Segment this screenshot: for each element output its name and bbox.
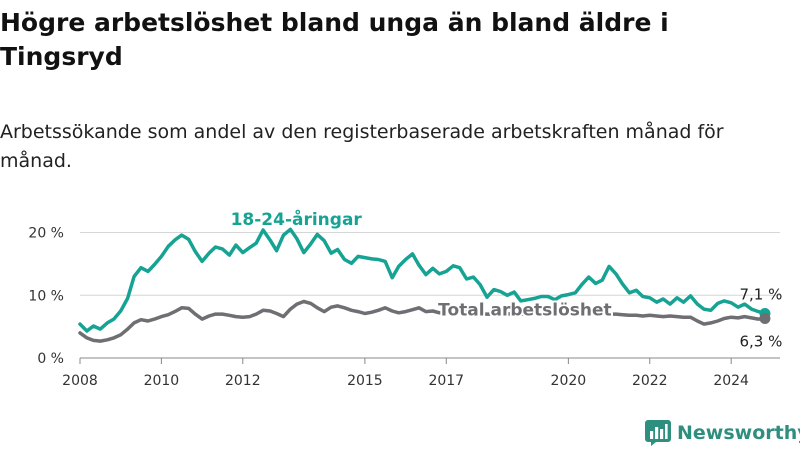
series-end-label-0: 7,1 % <box>739 285 782 303</box>
series-line-0 <box>78 227 767 333</box>
series-lines <box>78 227 771 343</box>
x-tick-label: 2012 <box>225 373 261 389</box>
axes: 0 % 10 % 20 % 2008 2010 2012 2015 2017 2020 2022 2… <box>28 226 780 389</box>
y-tick-label: 0 % <box>37 351 64 367</box>
series-end-label-1: 6,3 % <box>739 332 782 350</box>
chart-subtitle: Arbetssökande som andel av den registerb… <box>0 121 724 172</box>
series-annotation-0: 18-24-åringar <box>231 208 363 230</box>
series-line-1 <box>78 299 767 343</box>
chart-labels: 7,1 % 6,3 % 18-24-åringar Total arbetslöshe… <box>229 206 783 350</box>
series-end-point-1 <box>759 312 771 324</box>
x-tick-label: 2017 <box>428 373 464 389</box>
y-tick-label: 20 % <box>28 226 64 242</box>
chart-title: Högre arbetslöshet bland unga än bland ä… <box>0 8 669 71</box>
series-annotation-1: Total arbetslöshet <box>438 300 612 320</box>
y-tick-label: 10 % <box>28 288 64 304</box>
x-tick-label: 2010 <box>144 373 180 389</box>
x-tick-label: 2008 <box>62 373 98 389</box>
brand-name: Newsworthy <box>677 422 800 444</box>
x-tick-label: 2015 <box>347 373 383 389</box>
newsworthy-bar-chart-icon <box>645 420 671 446</box>
gridlines <box>80 232 780 359</box>
x-tick-label: 2020 <box>551 373 587 389</box>
x-tick-label: 2024 <box>713 373 749 389</box>
brand-logo: Newsworthy <box>645 420 800 446</box>
x-tick-label: 2022 <box>632 373 668 389</box>
